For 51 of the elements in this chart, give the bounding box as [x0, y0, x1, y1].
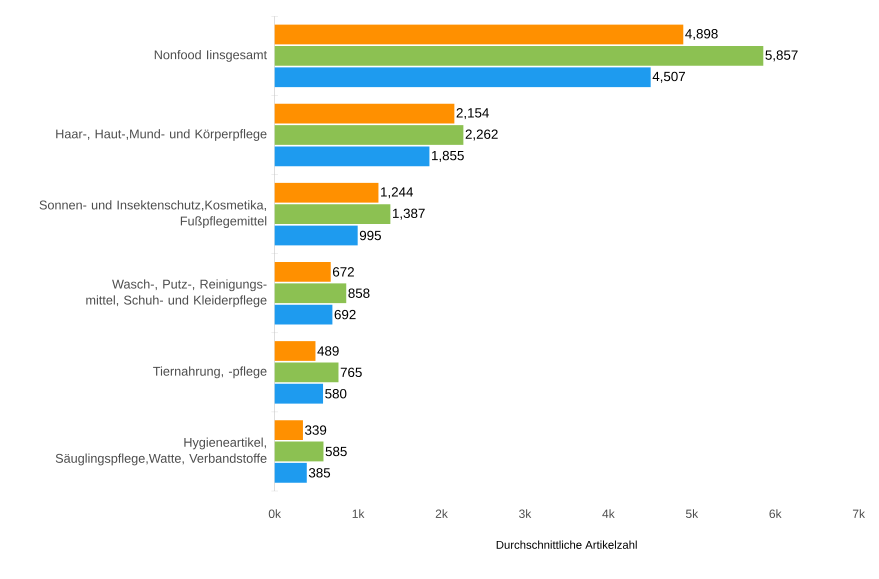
- data-label: 1,855: [432, 150, 464, 162]
- y-tick-label: Haar-, Haut-,Mund- und Körperpflege: [56, 129, 267, 141]
- bar: [274, 67, 651, 88]
- data-label: 692: [334, 310, 356, 320]
- bar: [274, 24, 684, 44]
- bar: [274, 442, 324, 462]
- bar: [274, 204, 390, 224]
- x-tick-label: 4k: [602, 509, 615, 518]
- data-label: 385: [308, 468, 330, 478]
- data-label: 580: [325, 388, 346, 398]
- data-label: 858: [348, 288, 370, 298]
- x-tick-label: 2k: [436, 509, 448, 518]
- bar: [274, 341, 316, 361]
- y-tick-label: Nonfood Iinsgesamt: [154, 50, 267, 62]
- data-label: 4,898: [685, 29, 718, 40]
- y-tick-label: Tiernahrung, -pflege: [153, 366, 267, 378]
- x-axis-title: Durchschnittliche Artikelzahl: [496, 540, 637, 549]
- data-label: 339: [305, 425, 326, 435]
- y-tick-label: Hygieneartikel, Säuglingspflege,Watte, Verbandstoffe: [56, 438, 267, 466]
- bar: [274, 420, 303, 440]
- data-label: 2,154: [456, 108, 489, 120]
- bar: [274, 226, 358, 246]
- bar: [274, 384, 324, 404]
- x-tick-label: 6k: [770, 509, 782, 518]
- x-tick-label: 3k: [519, 509, 532, 518]
- data-label: 4,507: [652, 72, 685, 83]
- data-label: 995: [360, 230, 381, 240]
- y-tick-label: Sonnen- und Insektenschutz,Kosmetika, Fußpflegemittel: [40, 200, 266, 228]
- data-label: 489: [317, 346, 339, 356]
- data-label: 585: [326, 446, 347, 456]
- bar: [274, 262, 331, 282]
- bar: [274, 46, 764, 66]
- x-tick-label: 7k: [852, 509, 866, 518]
- bar: [274, 104, 454, 124]
- x-tick-label: 1k: [352, 509, 364, 518]
- data-label: 1,387: [393, 208, 425, 220]
- y-tick-label: Wasch-, Putz-, Reinigungs-mittel, Schuh- und Kleiderpflege: [86, 279, 267, 308]
- x-tick-label: 0k: [268, 509, 282, 518]
- bar: [274, 182, 378, 203]
- x-tick-label: 5k: [686, 509, 698, 518]
- bar: [274, 362, 338, 382]
- data-label: 1,244: [381, 187, 414, 198]
- data-label: 765: [340, 368, 362, 378]
- data-label: 2,262: [466, 130, 498, 141]
- bar: [274, 146, 430, 166]
- data-label: 5,857: [765, 50, 798, 62]
- data-label: 672: [333, 267, 354, 277]
- bar: [274, 304, 332, 324]
- bar: [274, 283, 346, 304]
- bar: [274, 462, 307, 483]
- bar: [274, 125, 464, 145]
